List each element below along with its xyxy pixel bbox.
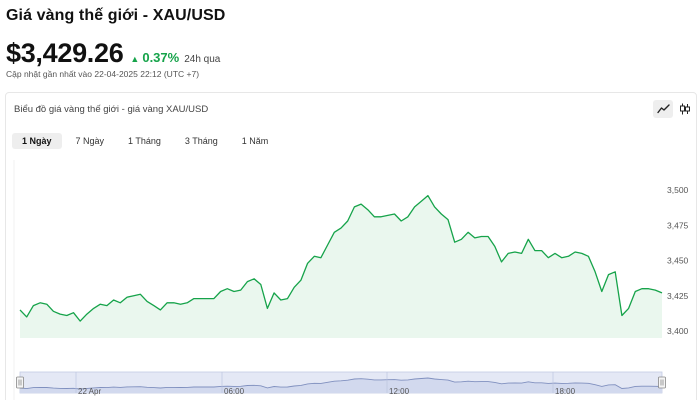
price-row: $3,429.26 ▲ 0.37% 24h qua	[6, 38, 220, 69]
change-percent: 0.37%	[142, 50, 180, 65]
price-area-fill	[20, 195, 662, 338]
y-tick-label: 3,400	[667, 326, 689, 336]
tab-3-months[interactable]: 3 Tháng	[184, 136, 218, 146]
y-tick-label: 3,425	[667, 291, 689, 301]
range-navigator[interactable]: 22 Apr 06:00 12:00 18:00	[16, 371, 666, 396]
change-period: 24h qua	[184, 54, 221, 65]
navigator-time-label: 18:00	[555, 387, 576, 396]
candlestick-icon	[680, 103, 690, 115]
navigator-time-label: 12:00	[389, 387, 410, 396]
plot-area	[13, 160, 663, 400]
range-tabs: 1 Ngày 7 Ngày 1 Tháng 3 Tháng 1 Năm	[12, 133, 278, 149]
tab-1-month[interactable]: 1 Tháng	[128, 136, 161, 146]
tab-7-days[interactable]: 7 Ngày	[75, 136, 105, 146]
up-arrow-icon: ▲	[130, 54, 140, 64]
price-line	[19, 194, 663, 322]
chart-title: Biểu đồ giá vàng thế giới - giá vàng XAU…	[14, 104, 209, 115]
navigator-left-handle[interactable]	[16, 376, 24, 389]
navigator-right-handle[interactable]	[658, 376, 666, 389]
line-chart-button[interactable]	[653, 100, 673, 118]
page-title: Giá vàng thế giới - XAU/USD	[6, 7, 226, 24]
navigator-area	[20, 378, 662, 393]
price-change: ▲ 0.37% 24h qua	[130, 50, 220, 65]
last-updated: Cập nhật gần nhất vào 22-04-2025 22:12 (…	[6, 69, 200, 79]
navigator-line	[19, 377, 663, 390]
tab-1-year[interactable]: 1 Năm	[241, 136, 269, 146]
candlestick-button[interactable]	[675, 100, 695, 118]
y-axis: 3,500 3,475 3,450 3,425 3,400	[667, 185, 689, 336]
y-tick-label: 3,475	[667, 220, 689, 230]
current-price: $3,429.26	[6, 38, 124, 68]
line-chart-icon	[656, 104, 670, 114]
y-tick-label: 3,450	[667, 256, 689, 266]
y-tick-label: 3,500	[667, 185, 689, 195]
tab-1-day[interactable]: 1 Ngày	[12, 133, 62, 149]
navigator-time-label: 22 Apr	[78, 387, 101, 396]
navigator-time-label: 06:00	[224, 387, 245, 396]
